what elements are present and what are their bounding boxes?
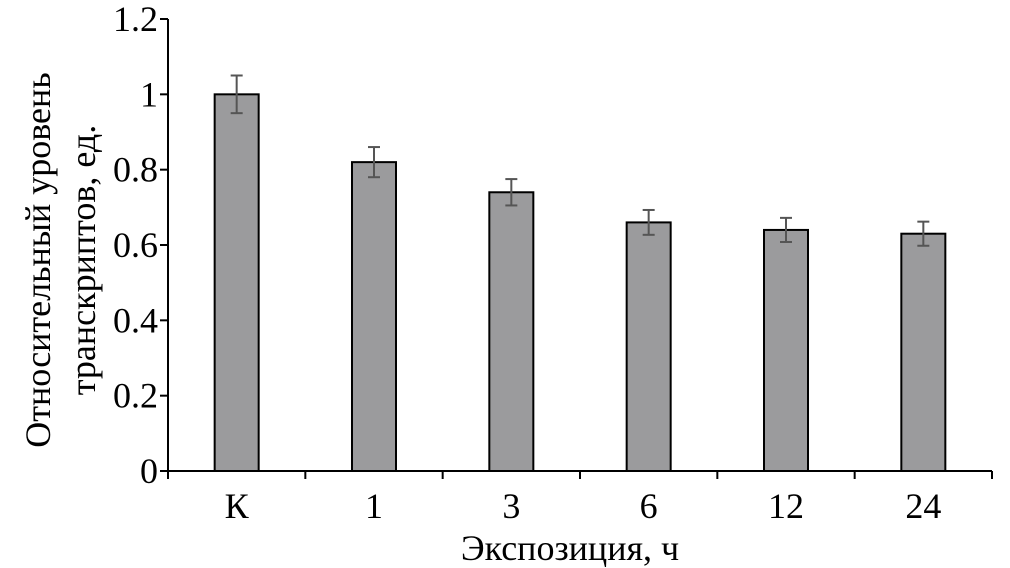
y-tick-label: 0 — [140, 451, 158, 491]
bar — [488, 191, 535, 472]
bar — [763, 228, 809, 472]
error-bar — [368, 146, 380, 179]
error-bar — [780, 216, 792, 243]
x-tick-label: 12 — [768, 486, 804, 526]
bar — [625, 221, 672, 472]
x-tick-label: 1 — [365, 486, 383, 526]
y-tick-label: 0.6 — [113, 225, 158, 265]
y-axis-title-line-2: транскриптов, ед. — [63, 125, 103, 396]
error-bar — [505, 178, 518, 207]
y-tick-label: 0.4 — [113, 300, 158, 340]
x-tick-label: К — [225, 486, 250, 526]
bar — [213, 93, 260, 472]
y-tick-label: 0.8 — [113, 150, 158, 190]
x-tick-label: 24 — [905, 486, 941, 526]
y-axis-ticks: 0 0.2 0.4 0.6 0.8 1 1.2 — [113, 0, 168, 491]
error-bar — [642, 208, 655, 236]
x-tick-label: 6 — [640, 486, 658, 526]
bar — [900, 232, 947, 472]
x-axis-ticks: К 1 3 6 12 24 — [167, 471, 993, 526]
x-tick-label: 3 — [502, 486, 520, 526]
error-bar — [917, 220, 930, 247]
y-axis-title: Относительный уровень транскриптов, ед. — [18, 72, 103, 447]
x-axis-title: Экспозиция, ч — [461, 528, 679, 568]
y-tick-label: 1.2 — [113, 0, 158, 39]
error-bar — [230, 74, 243, 115]
y-axis-title-line-1: Относительный уровень — [18, 72, 58, 447]
bars — [213, 74, 947, 472]
y-tick-label: 0.2 — [113, 376, 158, 416]
bar — [351, 161, 397, 472]
y-tick-label: 1 — [140, 74, 158, 114]
